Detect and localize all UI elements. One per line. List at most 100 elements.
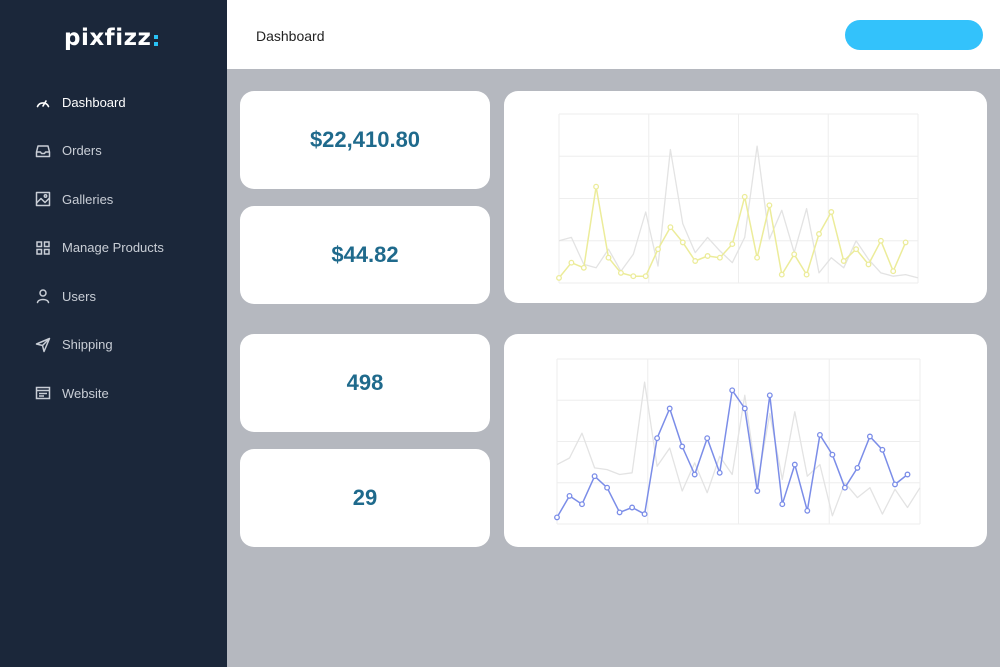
stat-value: 29 (352, 485, 378, 510)
data-point (729, 241, 736, 248)
data-point (754, 488, 761, 494)
data-point (566, 492, 573, 499)
chart-card-bottom (504, 334, 987, 547)
sidebar-item-orders[interactable]: Orders (0, 127, 227, 176)
data-point (591, 473, 598, 480)
data-point (902, 239, 909, 246)
series-line-primary (558, 185, 907, 279)
sidebar-item-users[interactable]: Users (0, 272, 227, 321)
inbox-tray-icon (35, 143, 51, 159)
data-point (704, 435, 711, 442)
chart-grid (556, 358, 921, 525)
sidebar-item-website[interactable]: Website (0, 369, 227, 418)
logo-dots-icon (154, 34, 159, 46)
data-point (816, 231, 822, 237)
data-point (803, 271, 810, 278)
data-point (580, 264, 587, 271)
sidebar-item-label: Website (62, 385, 109, 401)
data-point (841, 484, 848, 491)
sidebar-item-label: Manage Products (62, 240, 164, 256)
sidebar-item-dashboard[interactable]: Dashboard (0, 78, 227, 127)
data-point (593, 183, 600, 190)
data-point (692, 258, 699, 264)
send-icon (35, 337, 51, 353)
stat-value: $44.82 (331, 242, 399, 267)
line-chart-top (556, 113, 919, 284)
grid-icon (35, 240, 51, 256)
data-point (617, 269, 624, 276)
data-point (579, 501, 585, 508)
header-action-button[interactable] (845, 20, 983, 50)
data-point (604, 484, 611, 491)
gauge-icon (35, 94, 51, 110)
data-point (816, 431, 823, 438)
data-point (629, 504, 636, 511)
data-point (679, 239, 686, 246)
data-point (904, 471, 911, 478)
data-point (754, 254, 761, 261)
stat-card-secondary-count: 29 (240, 449, 490, 547)
top-bar: Dashboard (227, 0, 1000, 69)
series-line-comparison (556, 381, 921, 517)
data-point (791, 461, 798, 468)
stat-card-total-revenue: $22,410.80 (240, 91, 490, 189)
page-title: Dashboard (256, 28, 325, 44)
line-chart-bottom (554, 358, 921, 525)
stat-card-average-value: $44.82 (240, 206, 490, 304)
sidebar-item-label: Dashboard (62, 94, 126, 110)
data-point (667, 224, 674, 231)
data-point (828, 209, 835, 215)
data-point (766, 202, 773, 209)
data-point (630, 273, 637, 280)
sidebar-item-label: Orders (62, 143, 102, 159)
chart-card-top (504, 91, 987, 303)
data-point (741, 193, 748, 200)
data-point (679, 443, 686, 450)
stat-value: 498 (346, 370, 384, 395)
stat-card-count: 498 (240, 334, 490, 432)
user-icon (35, 288, 51, 304)
data-point (554, 514, 560, 521)
data-point (791, 251, 798, 258)
data-point (641, 511, 648, 518)
sidebar-item-shipping[interactable]: Shipping (0, 321, 227, 370)
sidebar-nav: Dashboard Orders Galleries Manage Produc… (0, 78, 227, 418)
browser-window-icon (35, 385, 51, 401)
data-point (892, 481, 898, 488)
sidebar: pixfizz Dashboard Orders Galleries Ma (0, 0, 227, 667)
data-point (804, 507, 811, 514)
data-point (854, 464, 861, 471)
chart-grid (558, 113, 919, 284)
data-point (877, 237, 884, 244)
data-point (605, 254, 612, 261)
sidebar-item-manage-products[interactable]: Manage Products (0, 224, 227, 273)
sidebar-item-label: Shipping (62, 337, 113, 353)
data-point (890, 268, 897, 275)
data-point (568, 259, 575, 266)
data-point (766, 392, 773, 399)
sidebar-item-label: Galleries (62, 191, 114, 207)
logo-text: pixfizz (64, 25, 152, 51)
data-point (853, 246, 860, 253)
data-point (666, 405, 673, 412)
pixfizz-logo[interactable]: pixfizz (64, 22, 159, 54)
data-point (654, 435, 661, 442)
data-point (879, 446, 886, 453)
image-icon (35, 191, 51, 207)
data-point (655, 246, 661, 253)
data-point (840, 258, 847, 264)
data-point (642, 273, 649, 280)
data-point (704, 253, 711, 259)
data-point (778, 271, 785, 278)
data-point (556, 274, 562, 281)
data-point (865, 261, 872, 268)
data-point (779, 501, 786, 508)
sidebar-item-label: Users (62, 288, 96, 304)
data-point (729, 387, 736, 394)
sidebar-item-galleries[interactable]: Galleries (0, 175, 227, 224)
stat-value: $22,410.80 (309, 127, 421, 152)
data-point (829, 451, 836, 458)
series-line-primary (556, 389, 908, 518)
data-point (616, 509, 623, 516)
data-point (691, 471, 698, 478)
